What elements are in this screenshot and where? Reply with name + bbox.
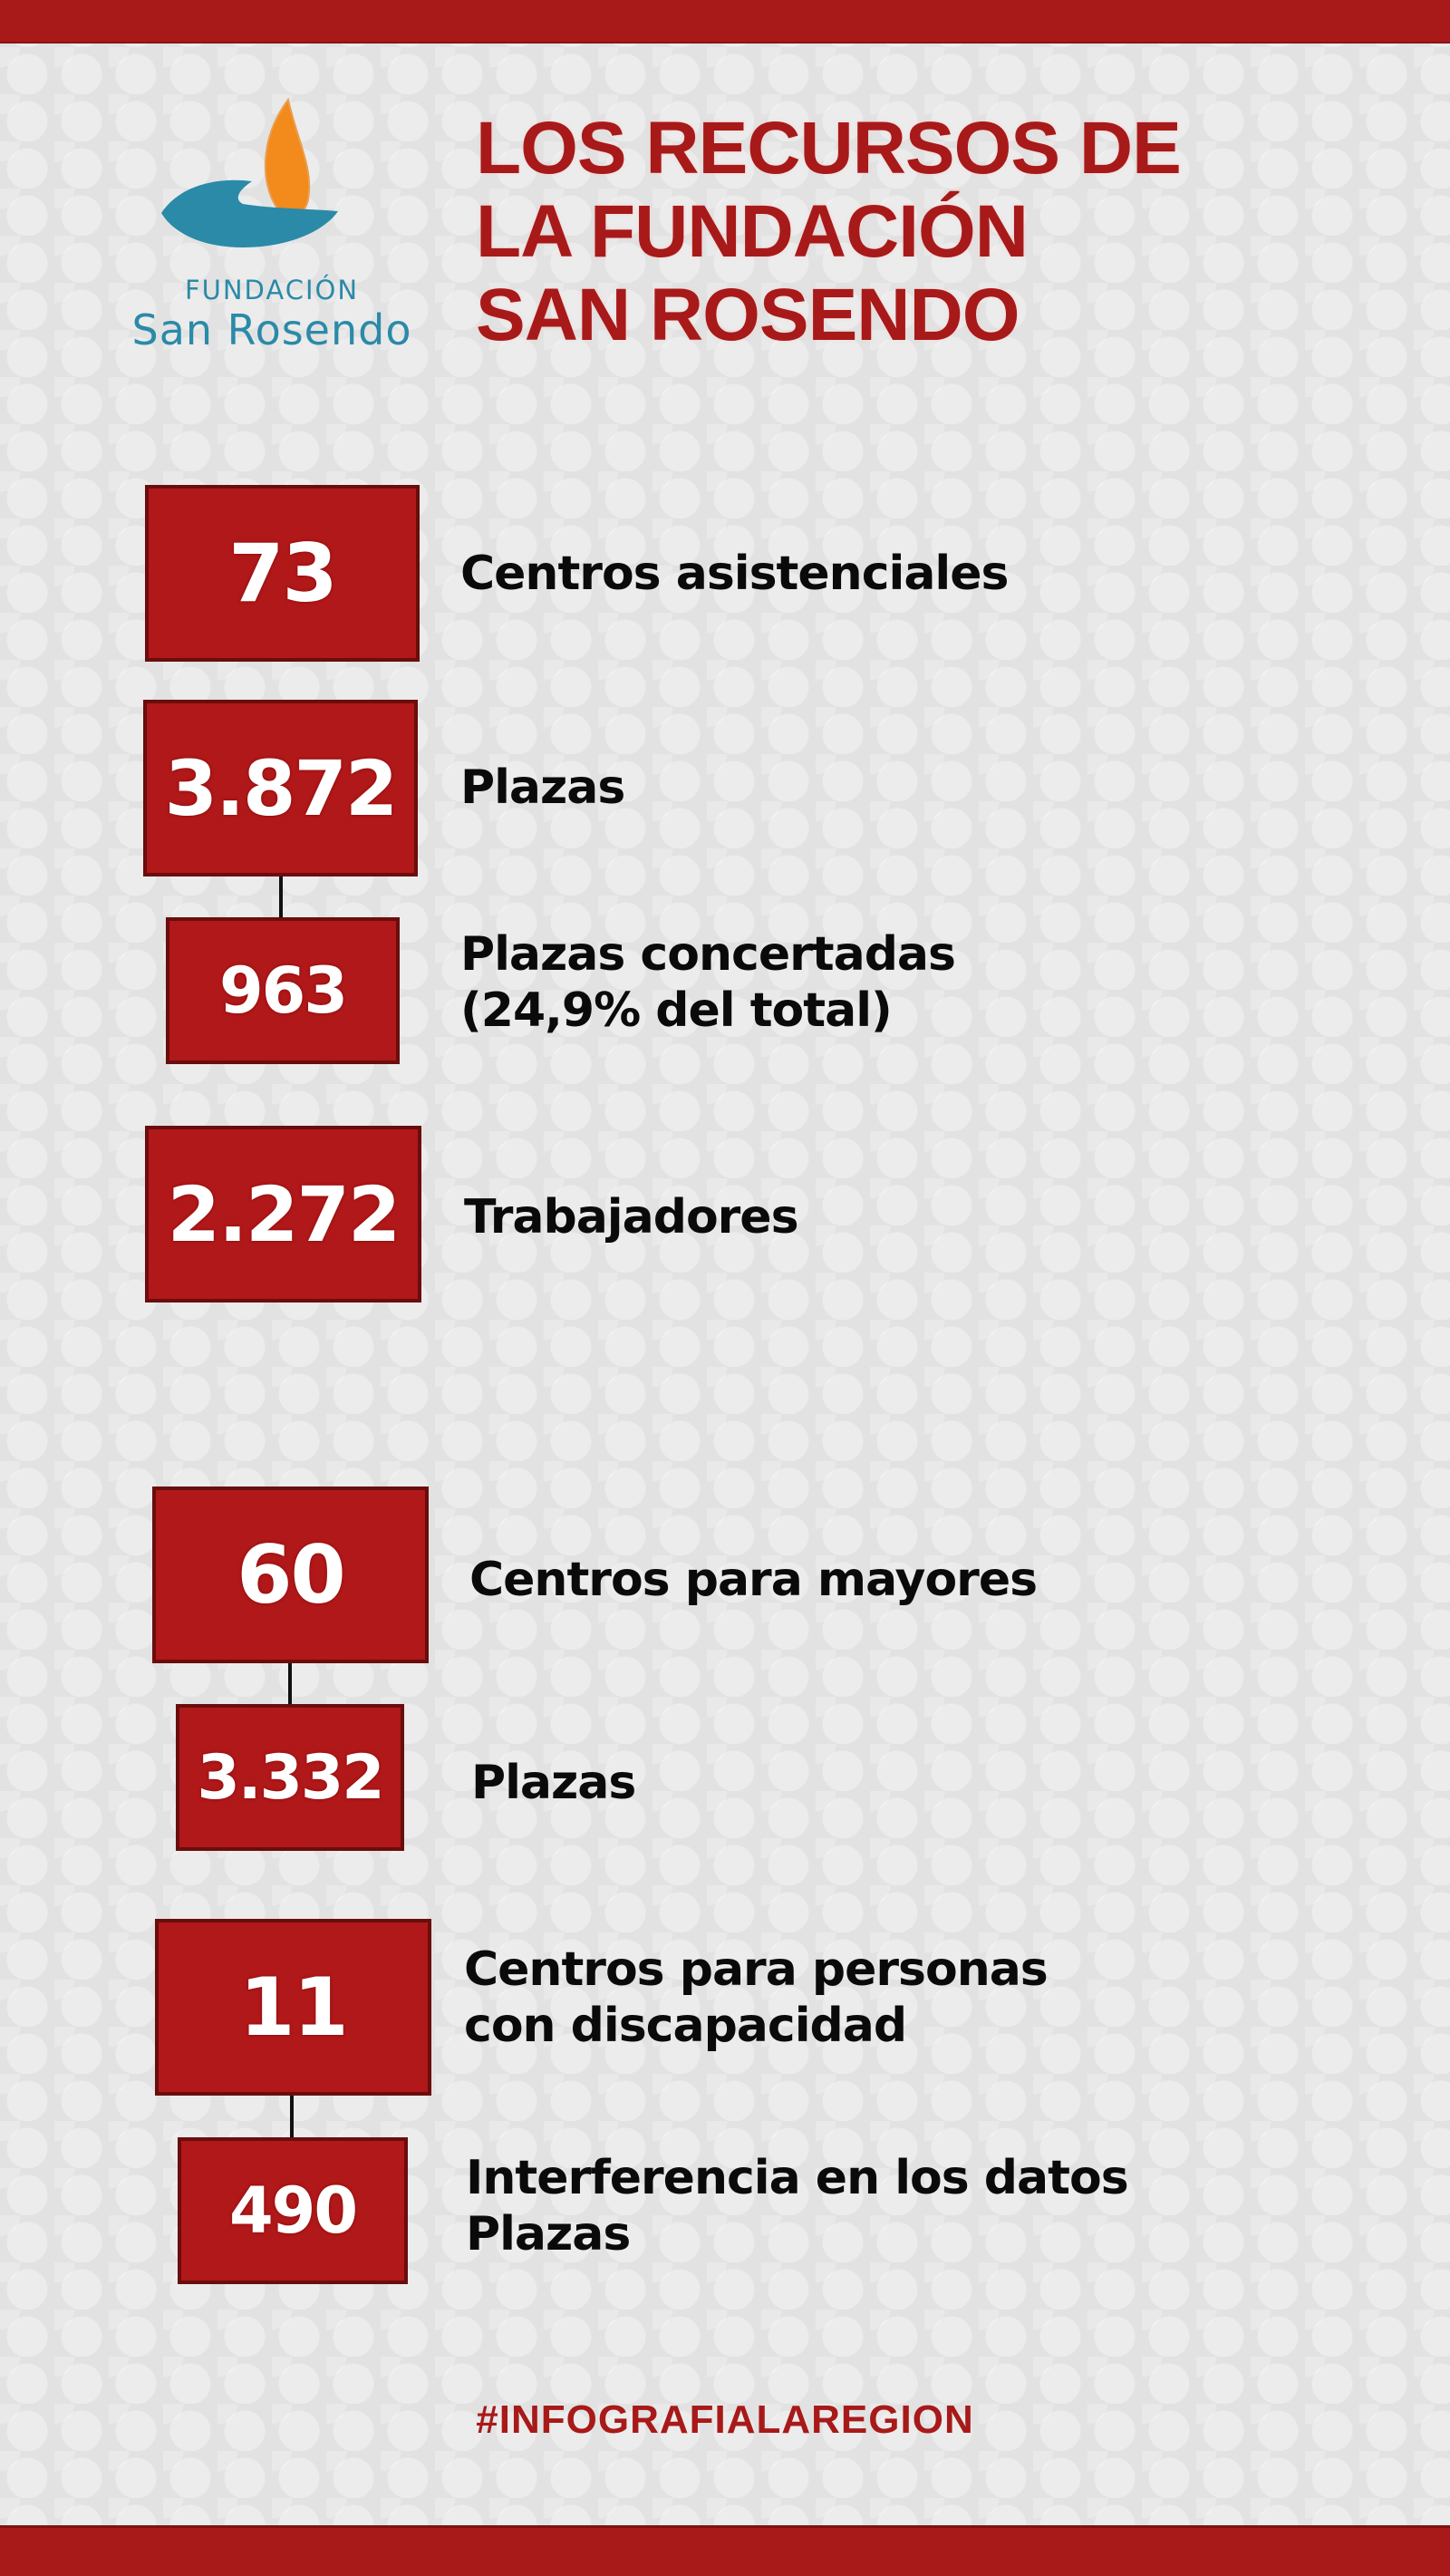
stat-label-line: Plazas xyxy=(460,760,625,815)
stat-value: 2.272 xyxy=(167,1169,401,1259)
title-line: SAN ROSENDO xyxy=(476,274,1020,356)
connector-line xyxy=(288,1663,292,1706)
stat-value-box: 73 xyxy=(145,485,420,662)
stat-value: 60 xyxy=(237,1528,345,1622)
stat-label-line: Plazas xyxy=(471,1756,636,1810)
stat-label-line: Centros asistenciales xyxy=(460,547,1009,601)
logo-fundacion-text: FUNDACIÓN xyxy=(184,275,360,305)
stat-value: 11 xyxy=(239,1961,348,2054)
stat-value-box: 11 xyxy=(155,1919,431,2096)
stat-label-line: Centros para mayores xyxy=(469,1553,1038,1607)
title-line: LOS RECURSOS DE xyxy=(476,107,1182,189)
stat-value-box: 60 xyxy=(152,1487,429,1663)
stat-label: Centros para mayores xyxy=(469,1552,1038,1608)
stat-value: 73 xyxy=(228,527,337,620)
stat-label: Centros para personas con discapacidad xyxy=(464,1942,1049,2054)
logo: FUNDACIÓN San Rosendo xyxy=(100,95,444,367)
stat-label: Centros asistenciales xyxy=(460,546,1009,602)
connector-line xyxy=(290,2096,294,2139)
stat-label: Plazas xyxy=(471,1755,636,1811)
page-title: LOS RECURSOS DE LA FUNDACIÓN SAN ROSENDO xyxy=(476,107,1382,357)
stat-label-line: con discapacidad xyxy=(464,1999,907,2053)
stat-label: Plazas concertadas (24,9% del total) xyxy=(460,926,956,1039)
connector-line xyxy=(279,876,283,919)
bottom-band xyxy=(0,2525,1450,2576)
stat-label: Trabajadores xyxy=(464,1189,799,1245)
stat-value: 963 xyxy=(218,954,348,1028)
footer-hashtag: #INFOGRAFIALAREGION xyxy=(476,2397,974,2442)
stat-value: 3.332 xyxy=(197,1741,384,1814)
stat-value-box: 490 xyxy=(178,2137,408,2284)
stat-value: 3.872 xyxy=(164,743,399,833)
logo-name-text: San Rosendo xyxy=(131,305,412,354)
stat-label-line: Centros para personas xyxy=(464,1942,1049,1997)
stat-label-line: Trabajadores xyxy=(464,1190,799,1244)
stat-label-line: Plazas xyxy=(466,2207,631,2261)
top-band xyxy=(0,0,1450,44)
title-line: LA FUNDACIÓN xyxy=(476,190,1029,273)
stat-label-line: Interferencia en los datos xyxy=(466,2151,1129,2205)
hand-with-flame-icon xyxy=(161,97,338,247)
stat-value-box: 3.872 xyxy=(143,700,418,876)
stat-label: Interferencia en los datos Plazas xyxy=(466,2150,1129,2262)
stat-label: Plazas xyxy=(460,760,625,816)
stat-label-line: (24,9% del total) xyxy=(460,983,893,1038)
stat-value-box: 3.332 xyxy=(176,1704,404,1851)
stat-value-box: 963 xyxy=(166,917,400,1064)
stat-value-box: 2.272 xyxy=(145,1126,421,1303)
stat-value: 490 xyxy=(228,2174,358,2248)
stat-label-line: Plazas concertadas xyxy=(460,927,956,982)
